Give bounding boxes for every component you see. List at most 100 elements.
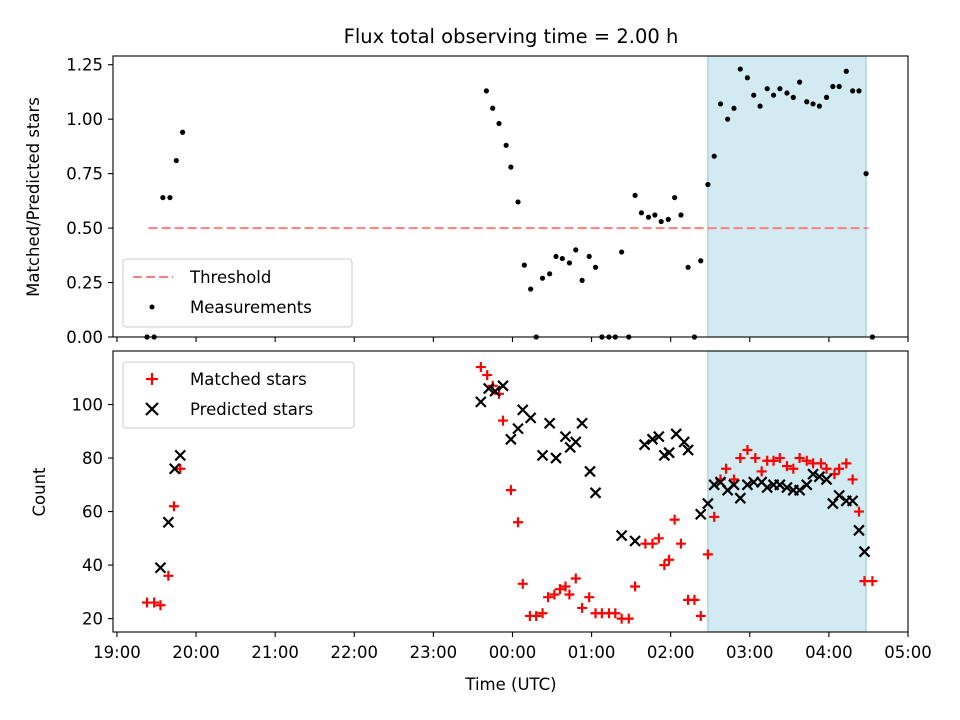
measurement-point	[167, 194, 173, 201]
matched-star-marker	[630, 581, 641, 592]
predicted-star-marker	[853, 524, 865, 537]
matched-star-marker	[728, 474, 739, 485]
chart-title: Flux total observing time = 2.00 h	[344, 25, 679, 48]
predicted-star-marker	[497, 380, 509, 392]
matched-star-marker	[834, 463, 845, 474]
measurement-point	[665, 216, 671, 222]
predicted-star-marker	[793, 484, 806, 496]
predicted-star-marker	[774, 479, 786, 491]
measurement-point	[521, 262, 527, 268]
y-tick-label: 0.75	[66, 165, 103, 184]
predicted-star-marker	[550, 452, 562, 464]
legend-measurements-swatch	[149, 304, 155, 310]
predicted-star-marker	[489, 385, 501, 397]
matched-star-marker	[549, 589, 560, 600]
matched-star-marker	[659, 560, 670, 571]
measurement-point	[790, 94, 796, 100]
predicted-star-marker	[807, 468, 819, 480]
matched-star-marker	[505, 485, 516, 496]
x-tick-label: 23:00	[410, 643, 458, 662]
predicted-star-marker	[781, 481, 793, 494]
predicted-star-marker	[569, 436, 582, 448]
matched-star-marker	[610, 608, 621, 619]
y-tick-label: 20	[82, 610, 103, 629]
x-tick-label: 20:00	[172, 643, 220, 662]
x-axis-label: Time (UTC)	[464, 675, 556, 694]
measurement-point	[553, 253, 559, 260]
matched-star-marker	[554, 584, 565, 595]
matched-star-marker	[847, 474, 858, 485]
measurement-point	[528, 286, 534, 292]
matched-star-marker	[794, 453, 805, 464]
measurement-point	[638, 210, 645, 216]
matched-star-marker	[841, 458, 852, 469]
measurement-point	[515, 199, 521, 205]
matched-star-marker	[647, 538, 658, 549]
measurement-point	[751, 92, 757, 98]
bottom-panel: 20 40 60 80 100 19:00 20:00 21:00 22:00 23:00 00:…	[30, 350, 932, 694]
measurement-point	[579, 277, 585, 283]
predicted-star-marker	[629, 535, 641, 547]
y-tick-label: 1.25	[66, 56, 103, 75]
measurement-point	[816, 103, 823, 109]
measurement-point	[566, 260, 573, 266]
measurement-point	[836, 83, 842, 90]
measurement-point	[619, 249, 625, 255]
measurement-point	[737, 66, 743, 72]
measurement-point	[547, 271, 553, 277]
predicted-star-marker	[475, 396, 487, 408]
y-tick-label: 0.25	[66, 274, 103, 293]
predicted-star-marker	[524, 412, 537, 424]
matched-star-marker	[695, 610, 706, 621]
matched-star-marker	[149, 597, 160, 608]
measurement-point	[711, 153, 717, 159]
x-tick-label: 01:00	[568, 643, 616, 662]
matched-star-marker	[475, 362, 486, 373]
top-y-axis-ticks: 0.00 0.25 0.50 0.75 1.00 1.25	[66, 56, 113, 347]
measurement-point	[777, 86, 783, 92]
legend-matched-label: Matched stars	[190, 370, 307, 389]
measurement-point	[672, 194, 678, 201]
legend-predicted-label: Predicted stars	[190, 400, 313, 419]
measurement-point	[503, 142, 509, 148]
predicted-stars-points	[154, 380, 871, 574]
matched-stars-points	[142, 362, 878, 624]
matched-star-marker	[482, 370, 493, 381]
matched-star-marker	[168, 501, 179, 512]
y-tick-label: 0.50	[66, 219, 103, 238]
measurement-point	[496, 120, 502, 127]
measurement-point	[856, 88, 862, 94]
bottom-y-axis-ticks: 20 40 60 80 100	[72, 396, 113, 629]
matched-star-marker	[756, 466, 767, 477]
measurement-point	[592, 264, 599, 270]
predicted-star-marker	[638, 438, 651, 451]
predicted-star-marker	[682, 444, 694, 456]
matched-star-marker	[689, 594, 700, 605]
matched-star-marker	[584, 592, 595, 603]
measurement-point	[717, 101, 724, 107]
y-tick-label: 0.00	[66, 328, 103, 347]
measurement-point	[586, 253, 592, 260]
matched-star-marker	[801, 455, 812, 466]
predicted-star-marker	[162, 516, 175, 529]
bottom-legend-box	[122, 361, 355, 429]
predicted-star-marker	[559, 430, 572, 443]
top-panel: 0.00 0.25 0.50 0.75 1.00 1.25 Matched/Predict…	[24, 55, 909, 347]
predicted-star-marker	[576, 417, 588, 430]
measurement-point	[483, 88, 489, 94]
predicted-star-marker	[678, 436, 690, 448]
matched-star-marker	[560, 581, 571, 592]
matched-star-marker	[497, 415, 508, 426]
matched-star-marker	[788, 463, 799, 474]
top-measurement-points	[144, 66, 876, 340]
measurement-point	[731, 105, 737, 111]
predicted-star-marker	[761, 481, 773, 494]
bottom-axes-frame	[112, 350, 909, 633]
matched-star-marker	[543, 592, 554, 603]
top-axes-frame	[112, 55, 909, 338]
top-y-axis-label: Matched/Predicted stars	[24, 97, 43, 297]
predicted-star-marker	[653, 430, 665, 443]
measurement-point	[658, 218, 664, 225]
matched-star-marker	[577, 602, 588, 613]
measurement-point	[698, 258, 704, 264]
